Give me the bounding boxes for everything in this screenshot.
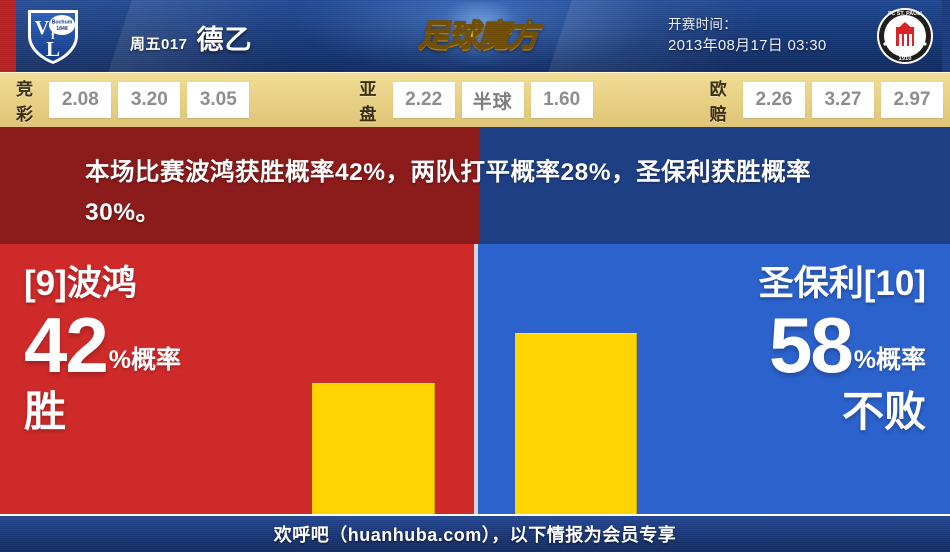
odds-tag-yapan: 亚盘 [359, 80, 378, 124]
odds-group-jingcai: 竞彩 2.08 3.20 3.05 [16, 75, 256, 125]
home-stats-block: [9]波鸿 42 %概率 胜 [24, 262, 181, 438]
summary-banner: 本场比赛波鸿获胜概率42%，两队打平概率28%，圣保利获胜概率30%。 [0, 127, 950, 244]
panel-divider [474, 244, 478, 514]
home-percent-line: 42 %概率 [24, 301, 181, 389]
odds-cell-yapan-handicap[interactable]: 半球 [461, 82, 524, 118]
home-percent-suffix: %概率 [108, 346, 181, 374]
away-probability-bar [515, 333, 637, 514]
odds-cell-oupei-1[interactable]: 2.26 [742, 82, 805, 118]
header-left-red-edge [0, 0, 16, 72]
odds-tag-jingcai: 竞彩 [16, 80, 34, 124]
match-league: 德乙 [196, 25, 253, 55]
footer-bar: 欢呼吧（huanhuba.com），以下情报为会员专享 [0, 514, 950, 552]
odds-cell-jingcai-2[interactable]: 3.20 [118, 82, 181, 118]
odds-bar: 竞彩 2.08 3.20 3.05 亚盘 2.22 半球 1.60 欧赔 2.2… [0, 72, 950, 127]
svg-text:FC ST. PAULI: FC ST. PAULI [888, 11, 922, 17]
summary-text: 本场比赛波鸿获胜概率42%，两队打平概率28%，圣保利获胜概率30%。 [85, 159, 812, 226]
brand-logo: 足球魔方 [417, 17, 539, 53]
probability-panels: [9]波鸿 42 %概率 胜 圣保利[10] 58 %概率 不败 [0, 244, 950, 514]
home-percent-number: 42 [24, 301, 109, 389]
summary-banner-blue-half [480, 127, 950, 244]
odds-group-yapan: 亚盘 2.22 半球 1.60 [359, 75, 599, 125]
footer-text: 欢呼吧（huanhuba.com），以下情报为会员专享 [273, 525, 677, 545]
odds-cell-jingcai-3[interactable]: 3.05 [187, 82, 250, 118]
odds-group-oupei: 欧赔 2.26 3.27 2.97 [710, 75, 950, 125]
svg-text:L: L [46, 37, 60, 61]
svg-text:1848: 1848 [56, 26, 68, 32]
match-round: 周五017 [130, 36, 188, 53]
svg-text:Bochum: Bochum [52, 20, 73, 26]
home-result-word: 胜 [24, 388, 67, 435]
header-right-edge [942, 0, 950, 72]
header-bar: Bochum 1848 V f L 周五017 德乙 足球魔方 开赛时间： 20… [0, 0, 950, 72]
away-team-crest-icon: FC ST. PAULI 1910 [874, 6, 936, 71]
kickoff-info: 开赛时间： 2013年08月17日 03:30 [668, 14, 827, 56]
summary-banner-red-half [0, 127, 480, 244]
odds-cell-yapan-2[interactable]: 1.60 [530, 82, 593, 118]
kickoff-time: 2013年08月17日 03:30 [668, 37, 827, 54]
away-team-name: 圣保利[10] [758, 264, 926, 303]
odds-tag-oupei: 欧赔 [709, 80, 728, 124]
away-percent-number: 58 [769, 301, 854, 389]
odds-cell-oupei-3[interactable]: 2.97 [880, 82, 943, 118]
svg-text:f: f [51, 28, 56, 42]
home-team-name: [9]波鸿 [24, 264, 137, 303]
home-team-crest-icon: Bochum 1848 V f L [22, 6, 84, 71]
match-label: 周五017 德乙 [130, 18, 253, 57]
odds-cell-jingcai-1[interactable]: 2.08 [49, 82, 112, 118]
odds-cell-oupei-2[interactable]: 3.27 [811, 82, 874, 118]
kickoff-label: 开赛时间： [668, 17, 737, 32]
svg-text:V: V [35, 17, 50, 39]
away-percent-line: 58 %概率 [759, 301, 926, 389]
away-stats-block: 圣保利[10] 58 %概率 不败 [759, 262, 926, 438]
home-probability-bar [312, 383, 435, 514]
svg-text:1910: 1910 [899, 56, 912, 62]
odds-cell-yapan-1[interactable]: 2.22 [392, 82, 455, 118]
away-result-word: 不败 [841, 388, 926, 435]
away-percent-suffix: %概率 [853, 346, 926, 374]
